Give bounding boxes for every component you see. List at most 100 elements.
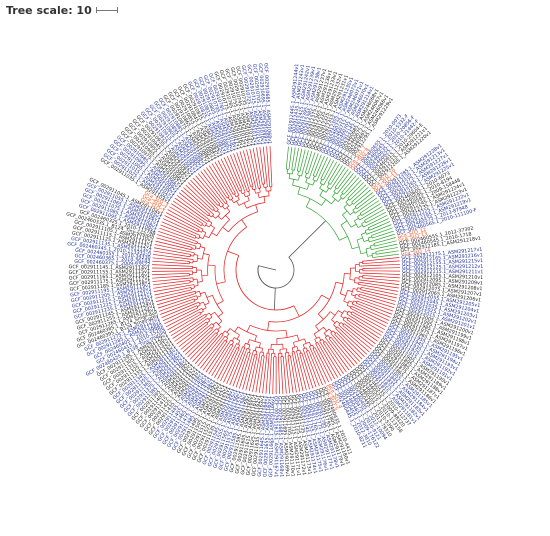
- red-clade-leaf-branch: [152, 280, 188, 286]
- red-clade-branch: [215, 206, 219, 210]
- red-clade-branch: [196, 233, 201, 236]
- red-clade-leaf-branch: [152, 260, 187, 264]
- leaf-label: GCF_002911145.1_ASM291114v1: [69, 264, 150, 271]
- red-clade-leaf-branch: [287, 358, 294, 393]
- red-clade-leaf-branch: [172, 200, 205, 222]
- red-clade-leaf-branch: [310, 349, 326, 384]
- red-clade-branch: [253, 354, 256, 357]
- red-clade-branch: [197, 295, 202, 298]
- red-clade-leaf-branch: [162, 218, 198, 235]
- red-clade-node-arc: [246, 202, 266, 209]
- red-clade-node-arc: [197, 229, 200, 233]
- green-clade-branch: [349, 211, 355, 215]
- red-clade-branch: [338, 324, 342, 328]
- red-clade-branch: [255, 351, 258, 355]
- red-clade-node-arc: [250, 185, 254, 188]
- red-clade-branch: [247, 195, 250, 201]
- red-clade-node-arc: [208, 222, 213, 228]
- red-clade-leaf-branch: [344, 326, 372, 350]
- red-clade-branch: [222, 335, 226, 339]
- green-clade-node-arc: [297, 174, 302, 177]
- red-clade-branch: [220, 334, 224, 338]
- red-clade-node-arc: [268, 294, 322, 323]
- green-clade-branch: [365, 220, 369, 224]
- green-clade-branch: [354, 204, 358, 207]
- red-clade-branch: [340, 322, 344, 325]
- red-clade-leaf-branch: [245, 356, 255, 391]
- red-clade-leaf-branch: [217, 346, 236, 380]
- red-clade-node-arc: [340, 310, 345, 317]
- red-clade-node-arc: [254, 353, 258, 356]
- red-clade-branch: [225, 341, 228, 345]
- red-clade-node-arc: [309, 344, 313, 347]
- red-clade-node-arc: [293, 338, 305, 343]
- red-clade-leaf-branch: [185, 184, 212, 209]
- root-to-red-clade: [273, 287, 276, 310]
- red-clade-branch: [191, 287, 195, 289]
- green-clade-leaf-branch: [325, 161, 338, 182]
- green-clade-leaf-branch: [377, 240, 397, 246]
- red-clade-branch: [356, 300, 360, 303]
- green-clade-branch: [299, 168, 302, 172]
- red-clade-branch: [205, 219, 209, 222]
- red-clade-leaf-branch: [167, 209, 201, 229]
- red-clade-node-arc: [191, 247, 193, 250]
- green-clade-branch: [330, 185, 334, 190]
- red-clade-node-arc: [255, 191, 261, 194]
- red-clade-branch: [197, 281, 203, 283]
- red-clade-branch: [205, 312, 210, 316]
- red-clade-node-arc: [315, 342, 318, 344]
- green-clade-node-arc: [347, 198, 350, 201]
- red-clade-branch: [296, 350, 298, 355]
- red-clade-branch: [206, 320, 211, 324]
- green-clade-leaf-branch: [297, 148, 303, 168]
- green-clade-branch: [345, 198, 349, 203]
- red-clade-branch: [231, 341, 234, 345]
- red-clade-leaf-branch: [302, 355, 314, 389]
- red-clade-branch: [354, 282, 359, 284]
- red-clade-node-arc: [260, 351, 264, 353]
- green-clade-branch: [367, 236, 372, 239]
- green-clade-branch: [370, 244, 375, 247]
- green-clade-node-arc: [369, 245, 372, 250]
- red-clade-branch: [231, 337, 235, 342]
- red-clade-branch: [243, 189, 246, 193]
- green-clade-branch: [288, 173, 291, 179]
- leaf-label: GCF_002912155.1_ASM291215v1: [402, 258, 484, 268]
- green-clade-branch: [373, 242, 378, 244]
- green-clade-leaf-branch: [371, 218, 389, 227]
- red-clade-leaf-branch: [170, 315, 203, 337]
- red-clade-branch: [229, 343, 232, 347]
- green-clade-branch: [312, 172, 315, 176]
- red-clade-branch: [346, 304, 351, 308]
- green-clade-leaf-branch: [353, 186, 369, 201]
- red-clade-leaf-branch: [214, 161, 233, 193]
- red-clade-leaf-branch: [354, 307, 388, 324]
- green-clade-node-arc: [341, 192, 344, 195]
- green-clade-branch: [353, 201, 357, 205]
- red-clade-node-arc: [333, 320, 337, 326]
- red-clade-branch: [338, 310, 343, 314]
- red-clade-leaf-branch: [262, 146, 268, 184]
- green-clade-branch: [361, 221, 366, 224]
- red-clade-branch: [192, 237, 196, 239]
- red-clade-branch: [235, 347, 238, 351]
- leaf-label: GCF_002912105.1_ASM291210v1: [402, 272, 484, 281]
- red-clade-branch: [195, 307, 198, 310]
- red-clade-leaf-branch: [202, 342, 224, 371]
- green-clade-branch: [367, 255, 373, 257]
- green-clade-leaf-branch: [339, 170, 352, 187]
- red-clade-node-arc: [279, 348, 287, 350]
- red-clade-branch: [296, 346, 299, 351]
- red-clade-branch: [205, 323, 209, 326]
- red-clade-branch: [360, 286, 364, 289]
- red-clade-branch: [193, 254, 199, 256]
- red-clade-leaf-branch: [269, 146, 273, 184]
- tree-scale: Tree scale: 10: [6, 2, 118, 18]
- green-clade-branch: [296, 167, 299, 171]
- red-clade-branch: [212, 321, 217, 326]
- red-clade-leaf-branch: [315, 349, 333, 381]
- green-clade-branch: [372, 256, 377, 258]
- red-clade-node-arc: [247, 351, 251, 354]
- green-clade-branch: [375, 250, 380, 252]
